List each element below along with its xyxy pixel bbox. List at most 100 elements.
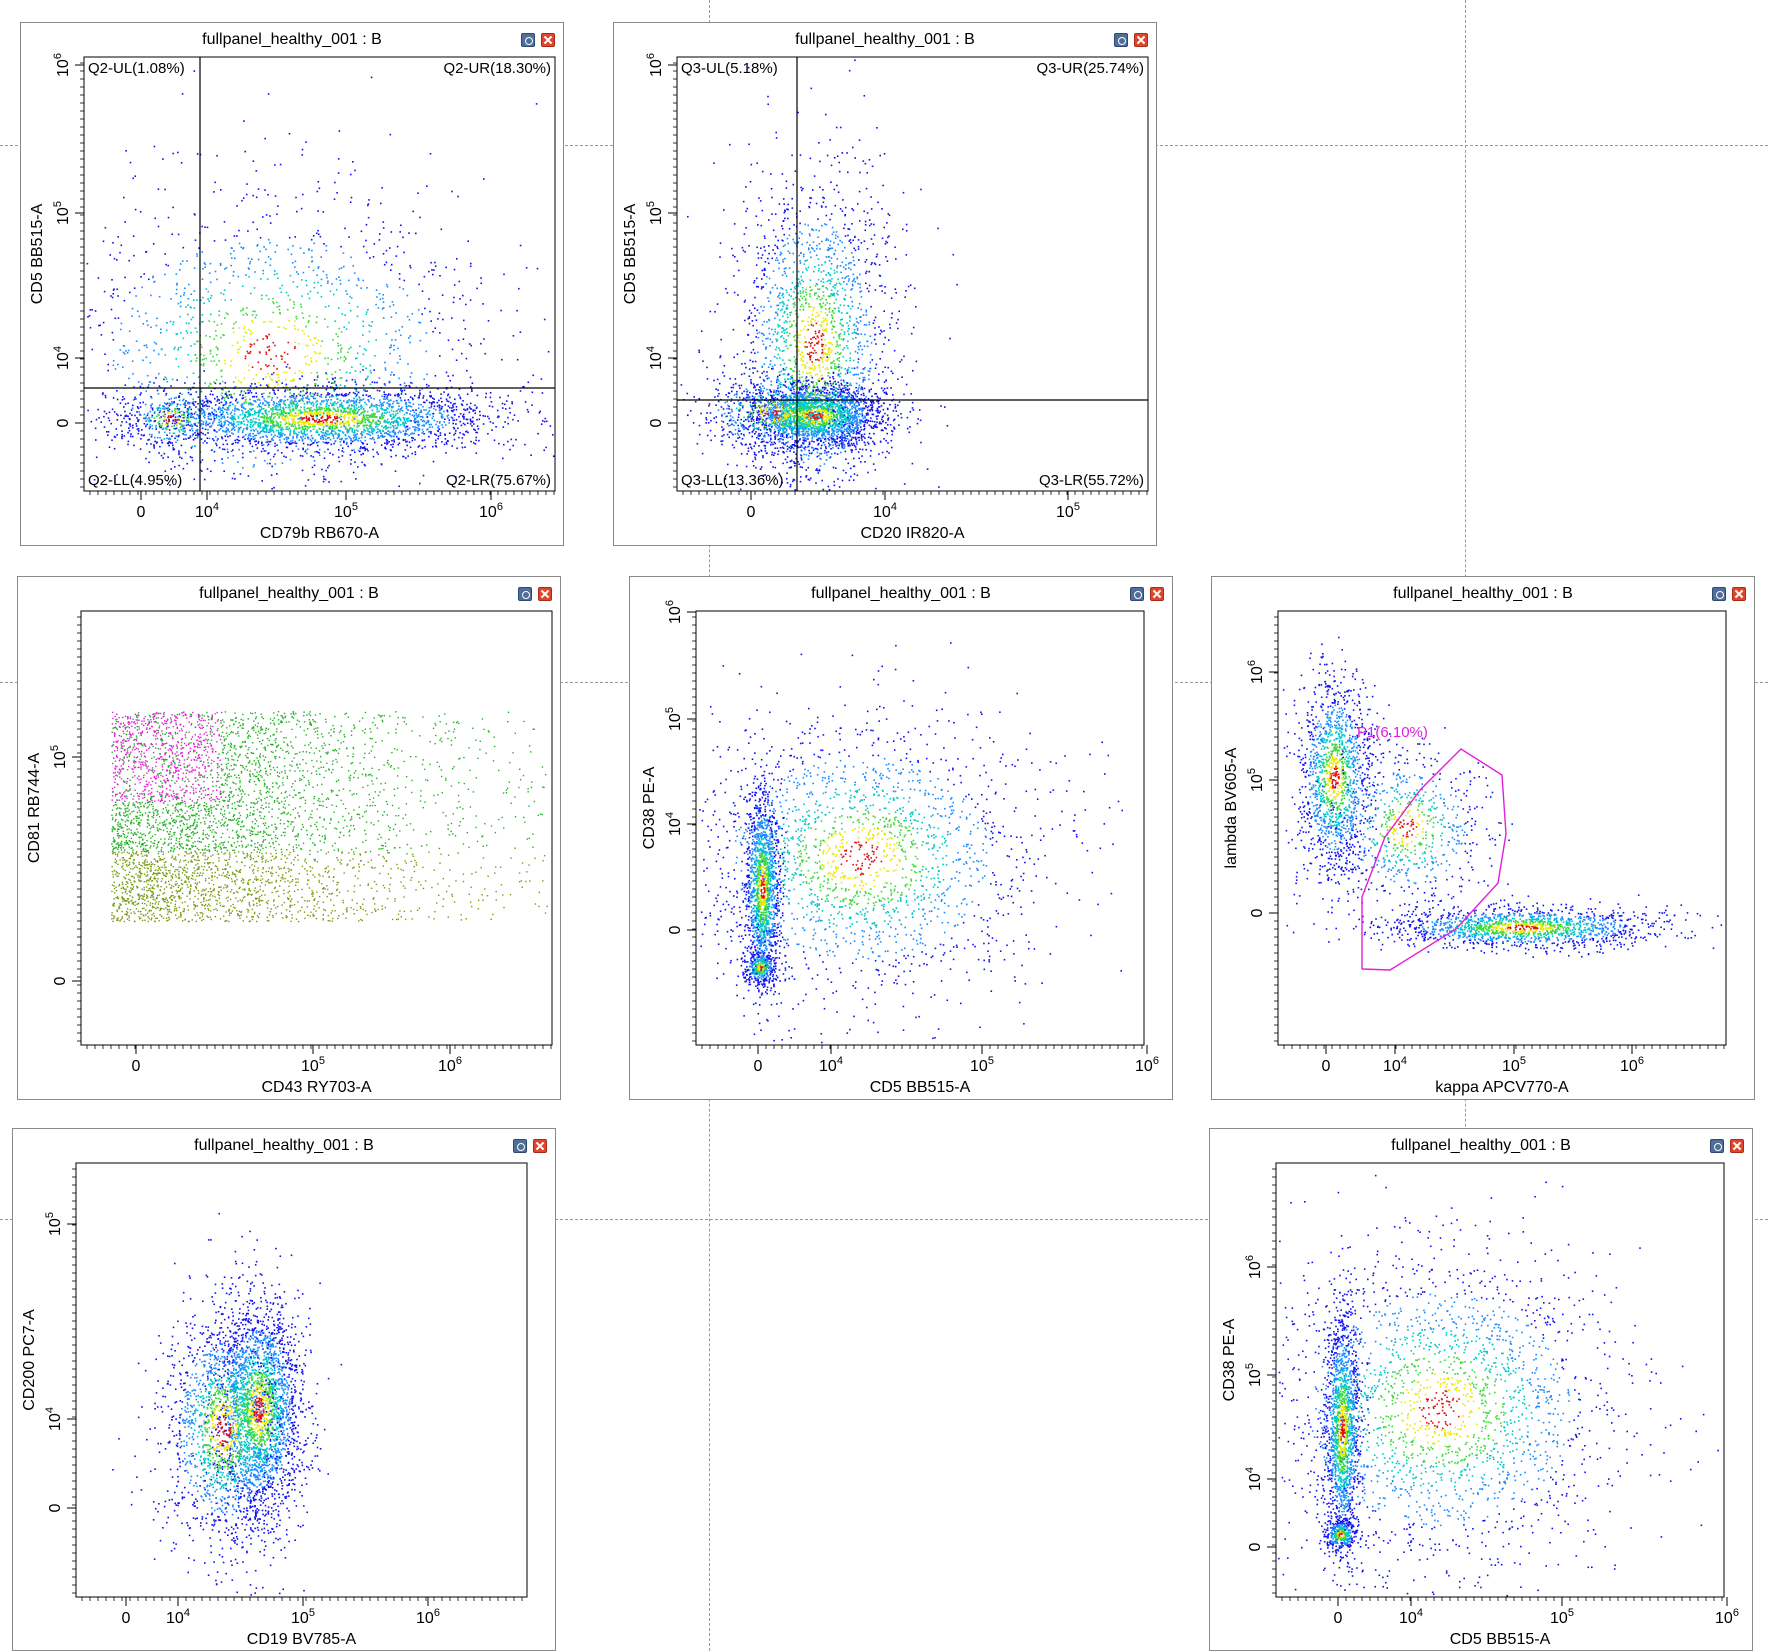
event-dot bbox=[344, 228, 346, 230]
event-dot bbox=[281, 358, 283, 360]
event-dot bbox=[175, 411, 177, 413]
event-dot bbox=[290, 275, 292, 277]
event-dot bbox=[224, 268, 226, 270]
event-dot bbox=[193, 403, 195, 405]
event-dot bbox=[329, 414, 331, 416]
event-dot bbox=[874, 421, 876, 423]
event-dot bbox=[211, 407, 213, 409]
event-dot bbox=[192, 460, 194, 462]
event-dot bbox=[165, 424, 167, 426]
event-dot bbox=[442, 294, 444, 296]
scatter-plot[interactable]: Q3-UL(5.18%)Q3-UR(25.74%)Q3-LL(13.36%)Q3… bbox=[614, 23, 1158, 547]
event-dot bbox=[463, 338, 465, 340]
event-dot bbox=[240, 392, 242, 394]
event-dot bbox=[323, 438, 325, 440]
event-dot bbox=[196, 331, 198, 333]
event-dot bbox=[120, 415, 122, 417]
event-dot bbox=[196, 255, 198, 257]
event-dot bbox=[300, 455, 302, 457]
event-dot bbox=[472, 410, 474, 412]
event-dot bbox=[292, 437, 294, 439]
event-dot bbox=[217, 438, 219, 440]
event-dot bbox=[348, 236, 350, 238]
event-dot bbox=[295, 408, 297, 410]
event-dot bbox=[438, 436, 440, 438]
event-dot bbox=[252, 311, 254, 313]
event-dot bbox=[181, 424, 183, 426]
event-dot bbox=[344, 419, 346, 421]
event-dot bbox=[352, 379, 354, 381]
event-dot bbox=[281, 427, 283, 429]
event-dot bbox=[320, 353, 322, 355]
event-dot bbox=[258, 419, 260, 421]
event-dot bbox=[350, 463, 352, 465]
event-dot bbox=[165, 377, 167, 379]
event-dot bbox=[201, 413, 203, 415]
event-dot bbox=[302, 417, 304, 419]
event-dot bbox=[173, 348, 175, 350]
event-dot bbox=[180, 306, 182, 308]
event-dot bbox=[268, 406, 270, 408]
event-dot bbox=[347, 400, 349, 402]
event-dot bbox=[330, 291, 332, 293]
plot-panel-cd79b-vs-cd5[interactable]: fullpanel_healthy_001 : B Q2-UL(1.08%)Q2… bbox=[20, 22, 564, 546]
event-dot bbox=[168, 420, 170, 422]
event-dot bbox=[190, 332, 192, 334]
event-dot bbox=[354, 452, 356, 454]
event-dot bbox=[170, 416, 172, 418]
event-dot bbox=[273, 456, 275, 458]
event-dot bbox=[135, 398, 137, 400]
plot-panel-cd20-vs-cd5[interactable]: fullpanel_healthy_001 : B Q3-UL(5.18%)Q3… bbox=[613, 22, 1157, 546]
event-dot bbox=[446, 410, 448, 412]
event-dot bbox=[399, 231, 401, 233]
event-dot bbox=[412, 399, 414, 401]
event-dot bbox=[249, 438, 251, 440]
event-dot bbox=[249, 440, 251, 442]
event-dot bbox=[123, 418, 125, 420]
event-dot bbox=[374, 442, 376, 444]
event-dot bbox=[409, 386, 411, 388]
event-dot bbox=[113, 365, 115, 367]
event-dot bbox=[394, 434, 396, 436]
event-dot bbox=[320, 438, 322, 440]
event-dot bbox=[409, 420, 411, 422]
event-dot bbox=[190, 435, 192, 437]
event-dot bbox=[396, 421, 398, 423]
event-dot bbox=[539, 412, 541, 414]
event-dot bbox=[396, 255, 398, 257]
event-dot bbox=[178, 422, 180, 424]
event-dot bbox=[446, 398, 448, 400]
event-dot bbox=[292, 425, 294, 427]
event-dot bbox=[453, 409, 455, 411]
event-dot bbox=[276, 414, 278, 416]
event-dot bbox=[177, 333, 179, 335]
event-dot bbox=[225, 440, 227, 442]
event-dot bbox=[738, 385, 740, 387]
event-dot bbox=[231, 424, 233, 426]
event-dot bbox=[238, 424, 240, 426]
event-dot bbox=[429, 426, 431, 428]
event-dot bbox=[274, 406, 276, 408]
event-dot bbox=[408, 232, 410, 234]
event-dot bbox=[462, 447, 464, 449]
scatter-plot[interactable]: Q2-UL(1.08%)Q2-UR(18.30%)Q2-LL(4.95%)Q2-… bbox=[21, 23, 565, 547]
event-dot bbox=[250, 435, 252, 437]
event-dot bbox=[184, 407, 186, 409]
event-dot bbox=[371, 427, 373, 429]
event-dot bbox=[342, 455, 344, 457]
event-dot bbox=[301, 295, 303, 297]
event-dot bbox=[234, 413, 236, 415]
event-dot bbox=[168, 438, 170, 440]
event-dot bbox=[378, 411, 380, 413]
event-dot bbox=[202, 442, 204, 444]
event-dot bbox=[336, 418, 338, 420]
event-dot bbox=[142, 360, 144, 362]
event-dot bbox=[313, 428, 315, 430]
event-dot bbox=[165, 419, 167, 421]
event-dot bbox=[429, 402, 431, 404]
event-dot bbox=[330, 439, 332, 441]
event-dot bbox=[318, 424, 320, 426]
event-dot bbox=[488, 320, 490, 322]
event-dot bbox=[197, 436, 199, 438]
event-dot bbox=[189, 421, 191, 423]
